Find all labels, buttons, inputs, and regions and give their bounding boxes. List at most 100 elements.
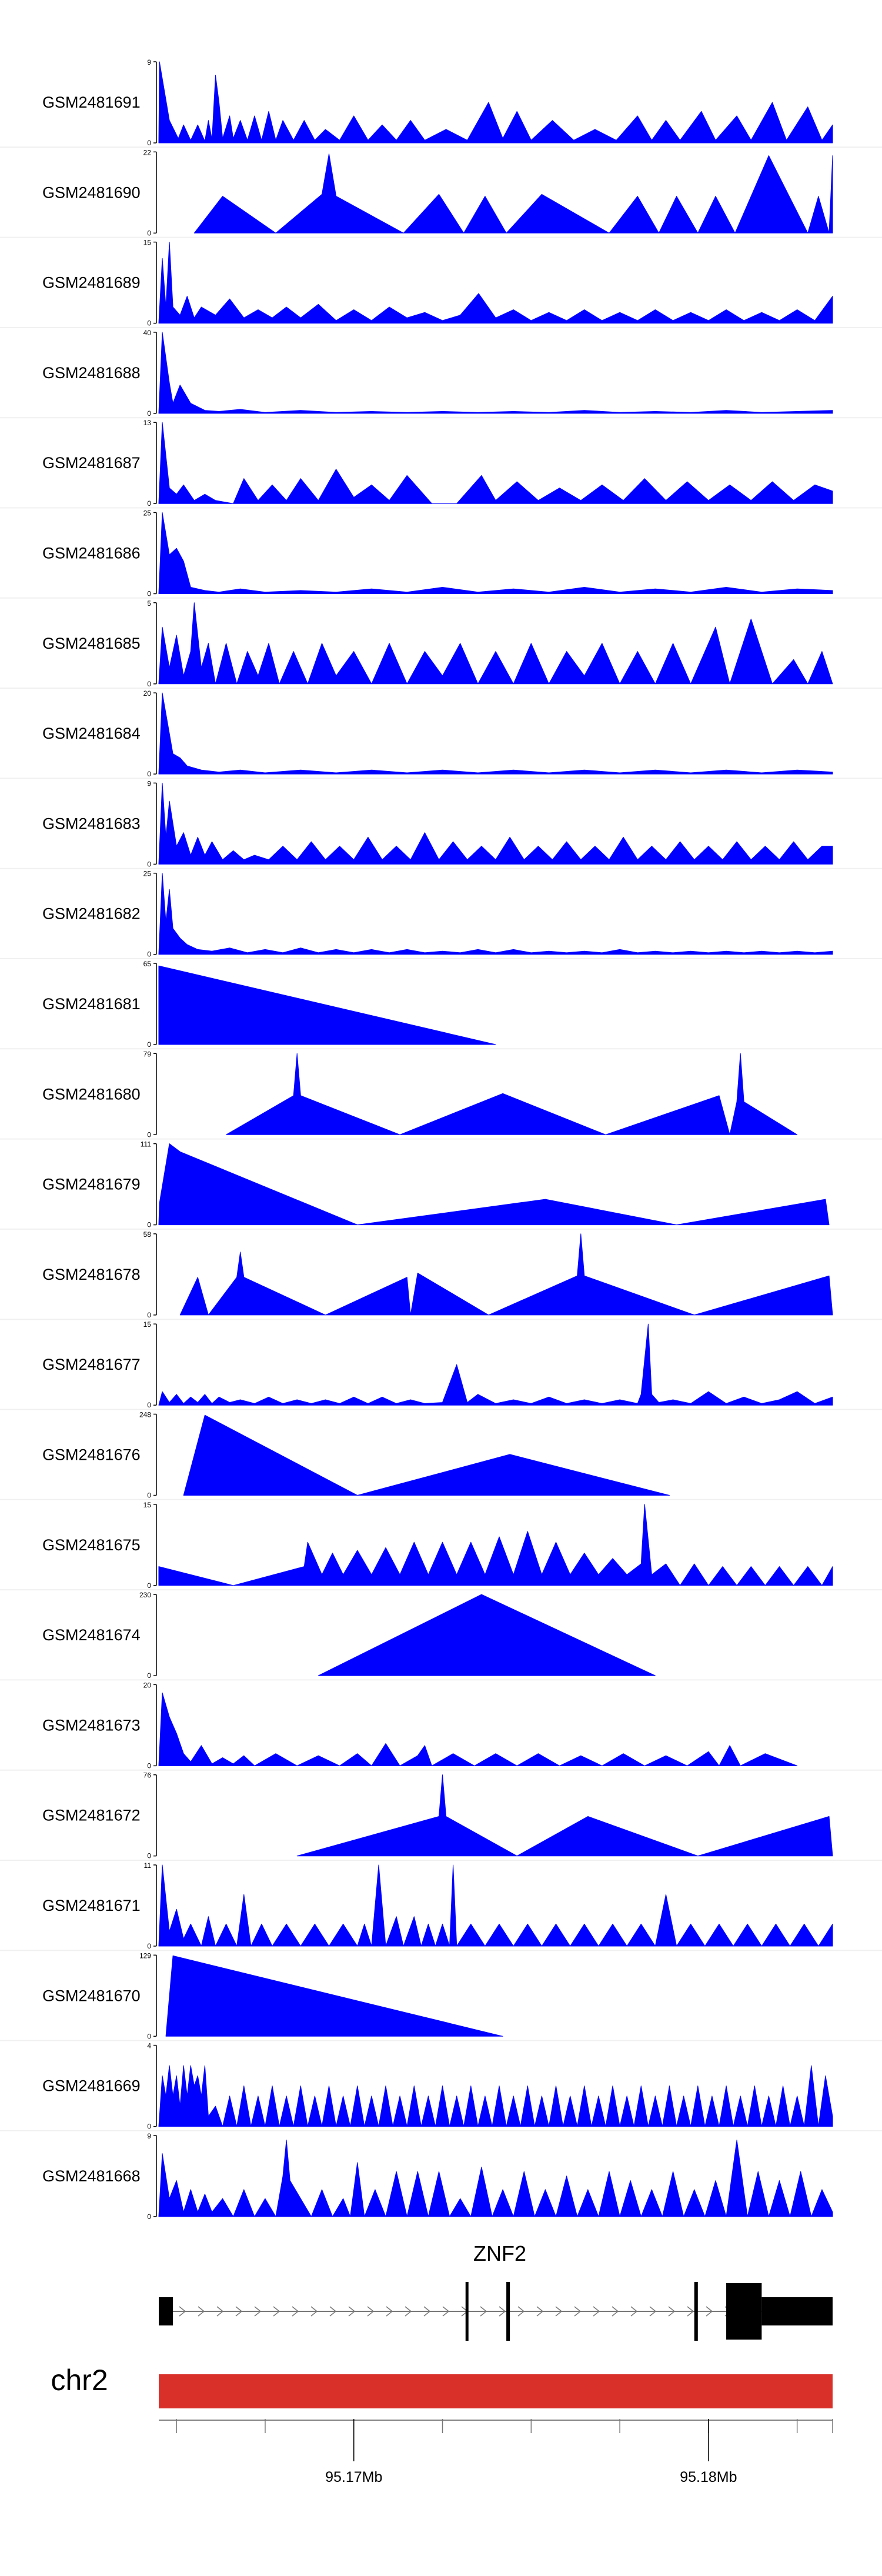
strand-chevron <box>687 2306 694 2317</box>
y-axis-max-label: 65 <box>143 960 152 968</box>
track-label: GSM2481673 <box>42 1716 141 1734</box>
y-axis-max-label: 248 <box>139 1411 151 1419</box>
track-label: GSM2481674 <box>42 1626 141 1644</box>
y-axis-max-label: 25 <box>143 870 152 878</box>
track-GSM2481687: GSM2481687 13 0 <box>0 417 882 508</box>
track-GSM2481668: GSM2481668 9 0 <box>0 2130 882 2221</box>
track-label: GSM2481669 <box>42 2077 141 2095</box>
y-axis-zero-label: 0 <box>147 1942 151 1950</box>
track-label: GSM2481685 <box>42 635 141 652</box>
track-label: GSM2481680 <box>42 1085 141 1103</box>
track-GSM2481678: GSM2481678 58 0 <box>0 1228 882 1319</box>
y-axis-max-label: 111 <box>141 1140 152 1149</box>
strand-chevron <box>442 2306 450 2317</box>
strand-chevron <box>216 2306 224 2317</box>
coverage-area <box>158 1323 833 1406</box>
track-GSM2481675: GSM2481675 15 0 <box>0 1499 882 1590</box>
y-axis-max-label: 25 <box>143 509 152 518</box>
y-axis-zero-label: 0 <box>147 499 151 508</box>
track-label: GSM2481689 <box>42 274 141 292</box>
coverage-area <box>183 1414 670 1496</box>
y-axis-zero-label: 0 <box>147 1491 151 1500</box>
y-axis-max-label: 22 <box>143 148 152 156</box>
coverage-area <box>226 1053 798 1135</box>
track-label: GSM2481668 <box>42 2167 141 2185</box>
strand-chevron <box>668 2306 676 2317</box>
y-axis-zero-label: 0 <box>147 319 151 328</box>
coverage-area <box>158 2140 833 2217</box>
y-axis-zero-label: 0 <box>147 2213 151 2221</box>
coverage-area <box>179 1233 833 1316</box>
track-GSM2481689: GSM2481689 15 0 <box>0 236 882 328</box>
coverage-area <box>158 332 833 414</box>
y-axis-zero-label: 0 <box>147 409 151 418</box>
coverage-area <box>158 512 833 594</box>
track-label: GSM2481690 <box>42 183 141 201</box>
coverage-tracks: GSM248169190GSM2481690220GSM2481689150GS… <box>0 58 882 2221</box>
gene-exon <box>726 2283 762 2340</box>
track-GSM2481674: GSM2481674 230 0 <box>0 1589 882 1680</box>
track-GSM2481670: GSM2481670 129 0 <box>0 1950 882 2040</box>
track-label: GSM2481670 <box>42 1987 141 2004</box>
track-label: GSM2481687 <box>42 454 141 472</box>
track-GSM2481671: GSM2481671 11 0 <box>0 1860 882 1950</box>
coverage-area <box>158 1692 798 1766</box>
coverage-area <box>158 873 833 955</box>
y-axis-zero-label: 0 <box>147 2123 151 2131</box>
track-GSM2481683: GSM2481683 9 0 <box>0 778 882 868</box>
y-axis-zero-label: 0 <box>147 860 151 868</box>
strand-chevron <box>273 2306 280 2317</box>
y-axis-max-label: 15 <box>143 239 152 247</box>
y-axis-max-label: 20 <box>143 1681 152 1689</box>
gene-name-label: ZNF2 <box>473 2241 526 2265</box>
strand-chevron <box>179 2306 186 2317</box>
y-axis-max-label: 230 <box>139 1591 151 1599</box>
coverage-area <box>318 1594 656 1676</box>
track-label: GSM2481672 <box>42 1807 141 1824</box>
track-label: GSM2481688 <box>42 364 141 382</box>
strand-chevron <box>499 2306 506 2317</box>
strand-chevron <box>630 2306 638 2317</box>
y-axis-max-label: 13 <box>143 419 152 427</box>
track-GSM2481673: GSM2481673 20 0 <box>0 1679 882 1770</box>
strand-chevron <box>574 2306 582 2317</box>
track-GSM2481679: GSM2481679 111 0 <box>0 1138 882 1229</box>
y-axis-zero-label: 0 <box>147 139 151 147</box>
y-axis-zero-label: 0 <box>147 680 151 688</box>
track-GSM2481682: GSM2481682 25 0 <box>0 867 882 959</box>
coverage-area <box>158 2065 833 2127</box>
coverage-area <box>158 965 496 1045</box>
y-axis-zero-label: 0 <box>147 229 151 237</box>
track-label: GSM2481679 <box>42 1176 141 1193</box>
gene-exon <box>465 2282 469 2341</box>
track-label: GSM2481686 <box>42 545 141 562</box>
track-label: GSM2481683 <box>42 815 141 832</box>
chromosome-band <box>159 2374 833 2408</box>
strand-chevron <box>423 2306 431 2317</box>
y-axis-zero-label: 0 <box>147 1311 151 1319</box>
track-label: GSM2481677 <box>42 1356 141 1373</box>
strand-chevron <box>480 2306 487 2317</box>
coverage-area <box>158 1864 833 1947</box>
track-GSM2481685: GSM2481685 5 0 <box>0 597 882 688</box>
track-label: GSM2481671 <box>42 1897 141 1914</box>
strand-chevron <box>348 2306 356 2317</box>
coverage-area <box>165 1955 503 2037</box>
gene-exon <box>694 2282 698 2341</box>
track-GSM2481669: GSM2481669 4 0 <box>0 2040 882 2131</box>
strand-chevron <box>555 2306 563 2317</box>
gene-exon <box>761 2297 833 2325</box>
coverage-area <box>158 602 833 685</box>
strand-chevron <box>517 2306 525 2317</box>
chromosome-label: chr2 <box>51 2364 108 2397</box>
y-axis-zero-label: 0 <box>147 1401 151 1409</box>
coverage-area <box>158 422 833 504</box>
track-GSM2481672: GSM2481672 76 0 <box>0 1769 882 1860</box>
strand-chevron <box>367 2306 375 2317</box>
coverage-area <box>193 153 833 233</box>
genomic-axis: 95.17Mb 95.18Mb <box>159 2419 833 2485</box>
y-axis-zero-label: 0 <box>147 770 151 778</box>
y-axis-zero-label: 0 <box>147 1221 151 1229</box>
y-axis-zero-label: 0 <box>147 1671 151 1680</box>
y-axis-zero-label: 0 <box>147 1130 151 1139</box>
